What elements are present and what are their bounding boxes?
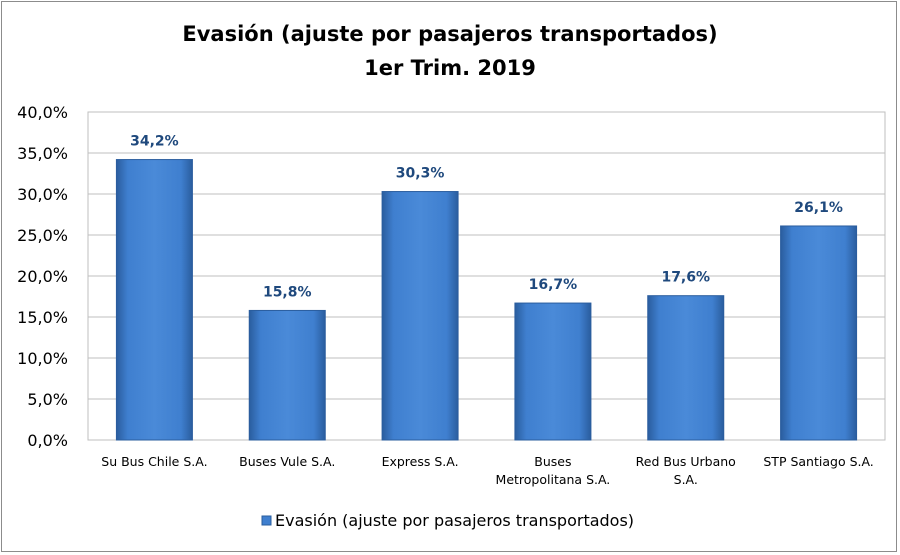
y-tick-label: 10,0% (17, 349, 68, 368)
data-label: 15,8% (263, 284, 312, 300)
y-tick-label: 20,0% (17, 267, 68, 286)
chart-subtitle: 1er Trim. 2019 (364, 56, 536, 80)
y-tick-label: 35,0% (17, 144, 68, 163)
x-tick-label: STP Santiago S.A. (763, 454, 873, 469)
data-label: 34,2% (130, 134, 179, 150)
data-label: 16,7% (529, 277, 578, 293)
y-tick-label: 5,0% (27, 390, 68, 409)
legend-label: Evasión (ajuste por pasajeros transporta… (275, 511, 634, 530)
chart-title: Evasión (ajuste por pasajeros transporta… (182, 22, 718, 46)
x-tick-label: Express S.A. (382, 454, 459, 469)
x-tick-label: Red Bus Urbano (636, 454, 736, 469)
legend-swatch (261, 515, 272, 526)
y-tick-label: 30,0% (17, 185, 68, 204)
data-label: 30,3% (396, 166, 445, 182)
y-tick-label: 0,0% (27, 431, 68, 450)
bar (248, 309, 326, 441)
y-tick-label: 25,0% (17, 226, 68, 245)
y-tick-label: 15,0% (17, 308, 68, 327)
data-label: 26,1% (794, 200, 843, 216)
bar (115, 159, 193, 441)
x-tick-label: Metropolitana S.A. (496, 472, 611, 487)
y-tick-label: 40,0% (17, 103, 68, 122)
bar (514, 302, 592, 441)
data-label: 17,6% (661, 270, 710, 286)
bar (647, 295, 725, 441)
x-tick-label: S.A. (674, 472, 698, 487)
x-tick-label: Buses (534, 454, 571, 469)
x-tick-label: Buses Vule S.A. (239, 454, 335, 469)
bar (381, 191, 459, 441)
bar (780, 225, 858, 441)
x-tick-label: Su Bus Chile S.A. (101, 454, 207, 469)
